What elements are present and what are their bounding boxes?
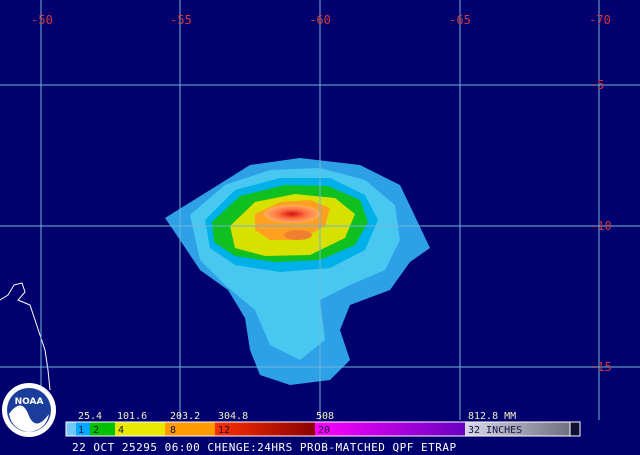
lon-label: -50	[31, 13, 53, 27]
lon-label: -55	[170, 13, 192, 27]
inch-label: 8	[170, 425, 176, 436]
legend	[65, 421, 581, 437]
inch-label: 32 INCHES	[468, 425, 522, 436]
lon-label: -70	[589, 13, 611, 27]
lon-label: -60	[309, 13, 331, 27]
graticule	[0, 0, 640, 420]
inch-label: 2	[93, 425, 99, 436]
logo-text: NOAA	[15, 397, 44, 407]
lat-label: -5	[590, 78, 604, 92]
mm-label: 101.6	[117, 411, 147, 422]
inch-label: 1	[78, 425, 84, 436]
precip-field	[165, 158, 430, 385]
noaa-logo: NOAA	[2, 383, 56, 437]
mm-label: 304.8	[218, 411, 248, 422]
mm-label: 812.8 MM	[468, 411, 516, 422]
mm-label: 203.2	[170, 411, 200, 422]
lat-label: -10	[590, 219, 612, 233]
inch-label: 4	[118, 425, 124, 436]
inch-label: 12	[218, 425, 230, 436]
mm-label: 25.4	[78, 411, 102, 422]
caption: 22 OCT 25295 06:00 CHENGE:24HRS PROB-MAT…	[72, 441, 457, 454]
mm-label: 508	[316, 411, 334, 422]
coastline	[0, 282, 51, 391]
lat-label: -15	[590, 360, 612, 374]
lon-label: -65	[449, 13, 471, 27]
inch-label: 20	[318, 425, 330, 436]
